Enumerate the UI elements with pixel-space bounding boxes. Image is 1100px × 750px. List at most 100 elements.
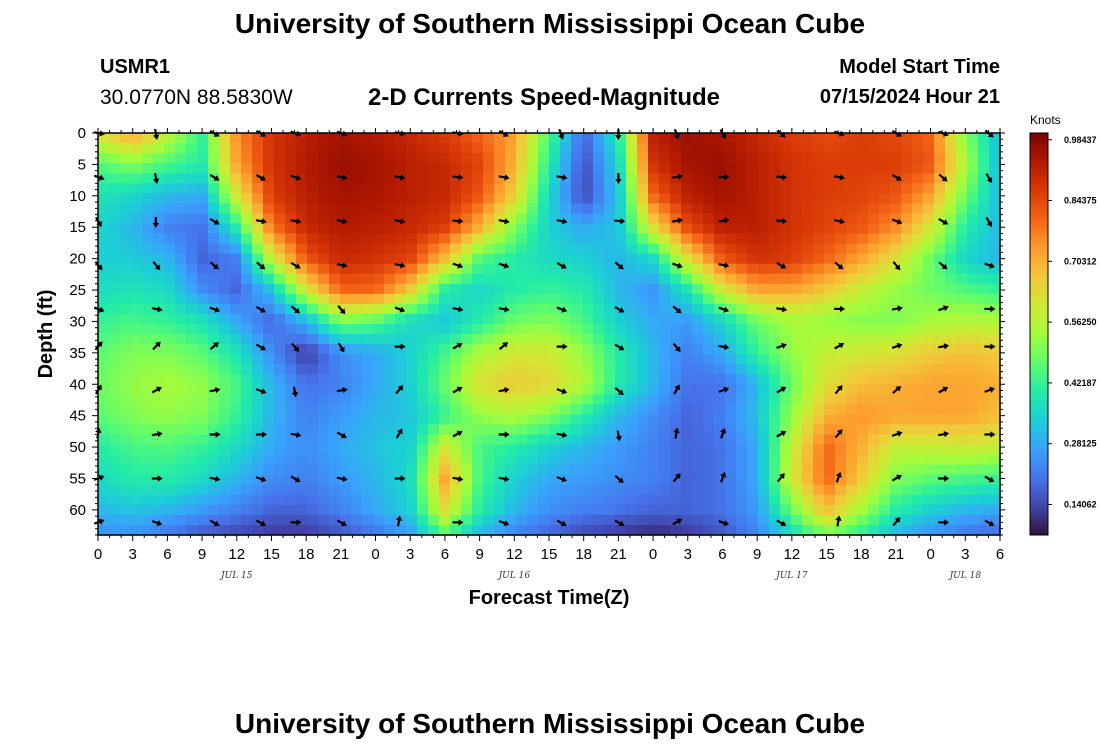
heatmap-cell: [230, 183, 242, 194]
heatmap-cell: [989, 173, 1001, 184]
heatmap-cell: [230, 173, 242, 184]
current-vector-arrow: [938, 519, 950, 526]
heatmap-cell: [175, 474, 187, 486]
heatmap-cell: [835, 524, 847, 536]
heatmap-cell: [725, 133, 737, 144]
heatmap-cell: [879, 213, 891, 225]
heatmap-cell: [329, 173, 341, 184]
x-tick-label: 9: [753, 546, 761, 563]
heatmap-cell: [868, 364, 880, 375]
heatmap-cell: [241, 163, 253, 174]
heatmap-cell: [296, 283, 308, 295]
heatmap-cell: [516, 153, 528, 164]
heatmap-cell: [252, 303, 264, 315]
heatmap-cell: [296, 504, 308, 516]
heatmap-cell: [197, 303, 209, 315]
heatmap-cell: [791, 394, 803, 405]
heatmap-cell: [582, 293, 594, 305]
model-start-label: Model Start Time: [839, 56, 1000, 78]
heatmap-cell: [681, 444, 693, 456]
heatmap-cell: [384, 484, 396, 496]
heatmap-cell: [912, 404, 924, 415]
heatmap-cell: [351, 293, 363, 305]
heatmap-cell: [736, 374, 748, 385]
heatmap-cell: [307, 223, 319, 235]
heatmap-cell: [406, 233, 418, 245]
heatmap-cell: [439, 364, 451, 375]
heatmap-cell: [967, 233, 979, 245]
heatmap-cell: [857, 163, 869, 174]
heatmap-cell: [912, 143, 924, 154]
heatmap-cell: [879, 303, 891, 315]
heatmap-cell: [901, 384, 913, 395]
heatmap-cell: [219, 173, 231, 184]
heatmap-cell: [219, 414, 231, 426]
heatmap-cell: [142, 454, 154, 466]
heatmap-cell: [263, 404, 275, 415]
heatmap-cell: [120, 183, 132, 194]
heatmap-cell: [857, 354, 869, 365]
heatmap-cell: [648, 143, 660, 154]
heatmap-cell: [648, 313, 660, 325]
heatmap-cell: [318, 444, 330, 456]
heatmap-cell: [307, 494, 319, 506]
heatmap-cell: [846, 334, 858, 345]
heatmap-cell: [945, 323, 957, 335]
heatmap-cell: [373, 323, 385, 335]
current-vector-arrow: [151, 431, 163, 438]
heatmap-cell: [417, 404, 429, 415]
heatmap-cell: [604, 253, 616, 265]
heatmap-cell: [670, 484, 682, 496]
heatmap-cell: [912, 253, 924, 265]
heatmap-cell: [956, 414, 968, 426]
heatmap-cell: [109, 323, 121, 335]
heatmap-cell: [901, 474, 913, 486]
heatmap-cell: [483, 434, 495, 446]
heatmap-cell: [494, 283, 506, 295]
heatmap-cell: [571, 394, 583, 405]
y-tick-label: 30: [69, 313, 86, 330]
heatmap-cell: [802, 163, 814, 174]
heatmap-cell: [362, 213, 374, 225]
heatmap-cell: [571, 504, 583, 516]
heatmap-cell: [472, 313, 484, 325]
heatmap-cell: [549, 253, 561, 265]
heatmap-cell: [329, 374, 341, 385]
heatmap-cell: [252, 434, 264, 446]
heatmap-cell: [406, 283, 418, 295]
heatmap-cell: [879, 203, 891, 214]
heatmap-cell: [230, 163, 242, 174]
heatmap-cell: [219, 193, 231, 204]
heatmap-cell: [483, 293, 495, 305]
heatmap-cell: [780, 434, 792, 446]
heatmap-cell: [692, 464, 704, 476]
heatmap-cell: [780, 444, 792, 456]
heatmap-cell: [296, 323, 308, 335]
heatmap-cell: [901, 354, 913, 365]
heatmap-cell: [725, 524, 737, 536]
heatmap-cell: [835, 243, 847, 255]
heatmap-cell: [670, 334, 682, 345]
heatmap-cell: [978, 143, 990, 154]
heatmap-cell: [703, 404, 715, 415]
heatmap-cell: [648, 504, 660, 516]
heatmap-cell: [362, 233, 374, 245]
heatmap-cell: [714, 293, 726, 305]
heatmap-cell: [879, 504, 891, 516]
heatmap-cell: [648, 414, 660, 426]
heatmap-cell: [890, 193, 902, 204]
heatmap-cell: [362, 253, 374, 265]
heatmap-cell: [164, 434, 176, 446]
heatmap-cell: [923, 474, 935, 486]
heatmap-cell: [252, 293, 264, 305]
heatmap-cell: [230, 223, 242, 235]
heatmap-cell: [736, 404, 748, 415]
heatmap-cell: [516, 323, 528, 335]
heatmap-cell: [296, 464, 308, 476]
heatmap-cell: [857, 193, 869, 204]
heatmap-cell: [824, 133, 836, 144]
heatmap-cell: [494, 494, 506, 506]
heatmap-cell: [901, 334, 913, 345]
heatmap-cell: [857, 514, 869, 526]
heatmap-cell: [615, 394, 627, 405]
